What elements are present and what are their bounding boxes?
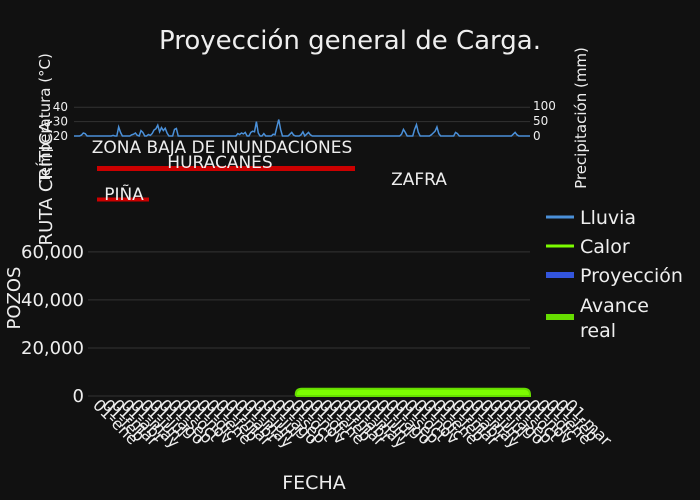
temperature-tick-label: 40 bbox=[53, 100, 68, 114]
legend-label-lluvia: Lluvia bbox=[580, 207, 636, 229]
chart-title: Proyección general de Carga. bbox=[159, 26, 541, 56]
temperature-axis-label: Temperatura (°C) bbox=[36, 53, 54, 184]
gantt-label-pina: PIÑA bbox=[104, 183, 144, 205]
precipitation-tick-label: 100 bbox=[533, 99, 556, 113]
legend-item-avance-real[interactable]: Avance real bbox=[546, 295, 655, 342]
temperature-tick-label: 30 bbox=[53, 115, 68, 129]
legend-label-calor: Calor bbox=[580, 236, 630, 258]
precipitation-tick-label: 0 bbox=[533, 129, 541, 143]
gantt-label-inundaciones: ZONA BAJA DE INUNDACIONES bbox=[92, 138, 353, 158]
wells-tick-label: 0 bbox=[73, 386, 84, 407]
wells-tick-label: 20,000 bbox=[21, 338, 84, 359]
rain-series-line bbox=[74, 119, 530, 138]
wells-tick-label: 40,000 bbox=[21, 290, 84, 311]
wells-panel: 0 20,000 40,000 60,000 01-ene01-feb01-mar01… bbox=[4, 242, 616, 494]
wells-axis-label: POZOS bbox=[4, 267, 25, 330]
date-x-ticks: 01-ene01-feb01-mar01-abr01-may01-jun01-j… bbox=[89, 395, 616, 452]
wells-tick-label: 60,000 bbox=[21, 242, 84, 263]
legend-item-proyeccion[interactable]: Proyección bbox=[546, 265, 683, 287]
legend-item-calor[interactable]: Calor bbox=[546, 236, 630, 258]
temperature-tick-label: 20 bbox=[53, 129, 68, 143]
gantt-label-huracanes: HURACANES bbox=[167, 153, 272, 173]
wells-grid bbox=[88, 251, 530, 397]
precipitation-axis-label: Precipitación (mm) bbox=[572, 47, 590, 189]
gantt-bar-inundaciones-huracanes bbox=[97, 166, 355, 171]
gantt-label-zafra: ZAFRA bbox=[391, 170, 447, 190]
wells-y-ticks: 0 20,000 40,000 60,000 bbox=[21, 242, 84, 407]
gantt-bar-pina bbox=[97, 197, 149, 202]
critical-path-panel: ZONA BAJA DE INUNDACIONES HURACANES ZAFR… bbox=[35, 120, 447, 246]
gantt-axis-label: RUTA CRÍTICA bbox=[35, 120, 57, 246]
legend-label-avance-real: Avance real bbox=[580, 295, 655, 342]
legend-label-proyeccion: Proyección bbox=[580, 265, 683, 287]
date-axis-label: FECHA bbox=[282, 472, 346, 494]
legend-item-lluvia[interactable]: Lluvia bbox=[546, 207, 636, 229]
legend: Lluvia Calor Proyección Avance real bbox=[546, 207, 683, 342]
avance-real-area bbox=[294, 387, 531, 397]
precipitation-tick-label: 50 bbox=[533, 114, 548, 128]
